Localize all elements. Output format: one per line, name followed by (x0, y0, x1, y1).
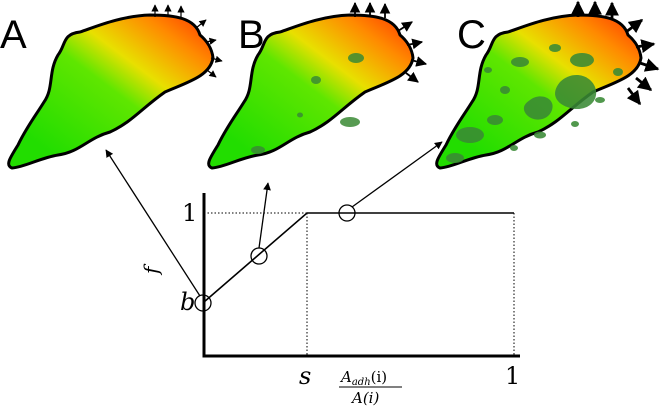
x-label-denominator: A(i) (350, 389, 379, 407)
protrusion-arrows-c (571, 0, 660, 106)
protrusion-arrows-b (349, 1, 428, 83)
y-axis-label: f (139, 263, 163, 276)
arrow-to-cell-b (258, 182, 271, 249)
y-tick-1: 1 (182, 199, 197, 227)
cell-a (7, 4, 223, 170)
x-axis-label: Aadh(i) A(i) (339, 368, 402, 407)
function-curve (203, 212, 514, 303)
svg-text:Aadh(i): Aadh(i) (339, 368, 387, 388)
x-tick-1: 1 (505, 362, 520, 390)
x-tick-s: s (299, 362, 311, 390)
adhesion-patches-b (251, 53, 364, 154)
panel-label-c: C (457, 13, 486, 57)
arrow-to-cell-c (351, 141, 443, 208)
cell-b (207, 1, 428, 170)
protrusion-arrows-a (151, 4, 223, 78)
response-graph: 1 b f s 1 Aadh(i) A(i) (105, 141, 520, 407)
adhesion-patches-c (446, 44, 623, 163)
x-label-numerator-sub: adh (352, 377, 371, 388)
x-label-numerator-arg: (i) (371, 368, 388, 386)
x-label-numerator-base: A (339, 368, 352, 386)
sample-point-a (194, 294, 212, 312)
arrow-to-cell-a (105, 149, 201, 297)
panel-label-a: A (0, 13, 27, 57)
sample-point-b (250, 247, 268, 265)
y-tick-b: b (180, 288, 195, 316)
cell-c (435, 0, 660, 170)
sample-point-c (338, 204, 356, 222)
